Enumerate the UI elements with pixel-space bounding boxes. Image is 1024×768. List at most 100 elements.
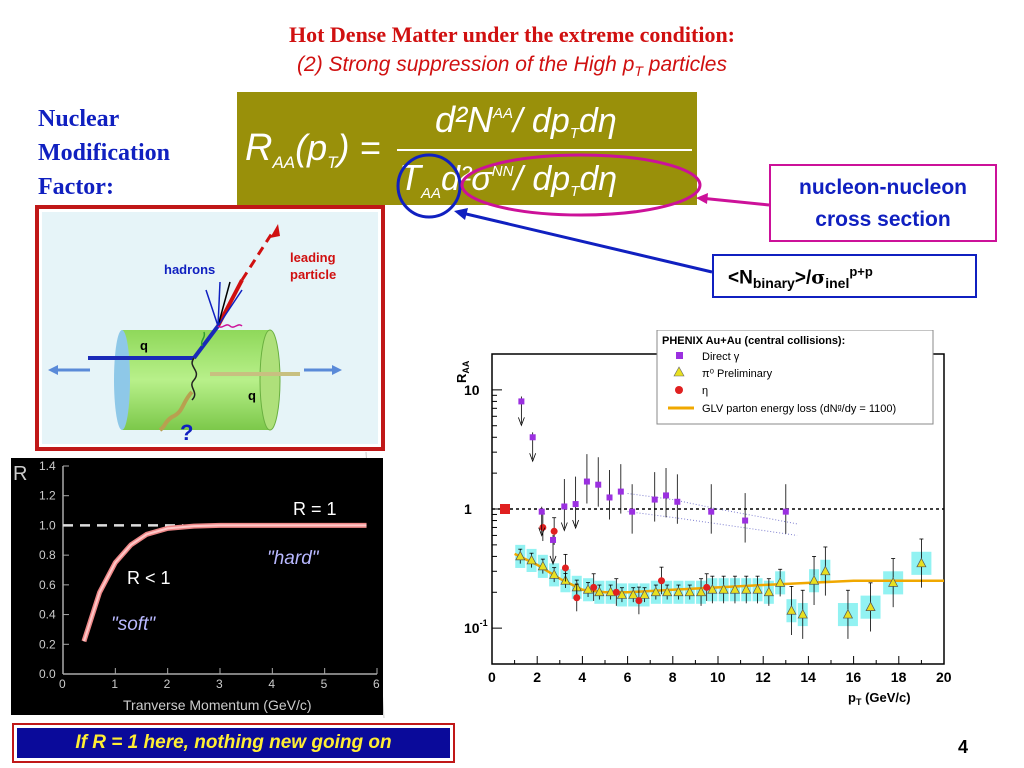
direct-gamma-upper-limit-arrow bbox=[538, 527, 546, 537]
page-number: 4 bbox=[958, 737, 969, 757]
raa-ylabel: RAA bbox=[454, 360, 471, 383]
leading-label-2: particle bbox=[290, 267, 336, 282]
r-chart-svg: R Tranverse Momentum (GeV/c) R = 1 R < 1… bbox=[13, 459, 380, 713]
eta-point bbox=[590, 583, 598, 591]
r-vs-pt-chart: R Tranverse Momentum (GeV/c) R = 1 R < 1… bbox=[11, 458, 383, 715]
cylinder-right-cap bbox=[259, 329, 281, 431]
eta-point bbox=[573, 594, 581, 602]
pi0-point bbox=[763, 586, 774, 597]
leading-arrowhead bbox=[270, 224, 280, 238]
direct-gamma-point bbox=[617, 488, 624, 495]
pi0-point bbox=[808, 574, 820, 585]
raa-marks: 0 2 4 6 8 10 12 14 16 18 20 10 1 10-1 bbox=[464, 382, 952, 685]
beam-left-arrowhead bbox=[48, 365, 58, 375]
legend-label-glv: GLV parton energy loss (dNᵍ/dy = 1100) bbox=[702, 403, 896, 415]
nmf-label: Nuclear Modification Factor: bbox=[38, 102, 170, 204]
pi0-point bbox=[673, 586, 684, 597]
raa-x-tick-label: 6 bbox=[624, 669, 632, 685]
raa-x-tick-label: 2 bbox=[533, 669, 541, 685]
eta-point bbox=[658, 577, 665, 585]
r-eq-1-label: R = 1 bbox=[293, 499, 337, 519]
raa-x-tick-label: 4 bbox=[578, 669, 586, 685]
legend-title: PHENIX Au+Au (central collisions): bbox=[662, 335, 845, 347]
raa-x-tick-label: 8 bbox=[669, 669, 677, 685]
raa-x-tick-label: 0 bbox=[488, 669, 496, 685]
raa-x-tick-label: 12 bbox=[755, 669, 771, 685]
pi0-point bbox=[729, 584, 741, 594]
eta-point bbox=[550, 527, 558, 535]
r-y-tick-label: 1.0 bbox=[39, 518, 56, 532]
nbinary-mid: >/ bbox=[794, 267, 812, 289]
hadron-track-3 bbox=[217, 289, 243, 327]
direct-gamma-model-upper bbox=[627, 492, 798, 525]
r-y-tick-label: 0.6 bbox=[39, 578, 56, 592]
direct-gamma-point bbox=[572, 501, 579, 508]
raa-y-tick-label: 1 bbox=[464, 501, 472, 517]
eta-point bbox=[703, 583, 711, 591]
eta-point bbox=[612, 588, 620, 596]
direct-gamma-point bbox=[606, 494, 613, 501]
nbinary-sigma: σ bbox=[811, 266, 826, 289]
bottom-note-box: If R = 1 here, nothing new going on bbox=[12, 723, 455, 763]
nmf-line-1: Nuclear bbox=[38, 106, 120, 132]
pi0-point bbox=[707, 584, 718, 594]
pi0-point bbox=[752, 584, 763, 594]
pi0-point bbox=[888, 577, 899, 587]
direct-gamma-upper-limit-arrow bbox=[560, 522, 568, 532]
formula-denominator: TAAd²σNN/ dpTdη bbox=[399, 157, 617, 202]
direct-gamma-upper-limit-arrow bbox=[549, 555, 557, 566]
pi0-point bbox=[582, 584, 594, 594]
taa-circle bbox=[396, 153, 462, 219]
emission-green bbox=[200, 331, 206, 347]
nmf-line-3: Factor: bbox=[38, 174, 114, 200]
leading-particle-track bbox=[216, 279, 244, 327]
quark-outgoing bbox=[192, 324, 220, 360]
direct-gamma-point bbox=[782, 508, 789, 515]
eta-point bbox=[561, 564, 569, 572]
nbinary-callout: <Nbinary>/σinelp+p bbox=[712, 254, 977, 298]
subtitle-prefix: (2) Strong suppression of the High p bbox=[297, 53, 635, 76]
pi0-point bbox=[797, 608, 808, 619]
pi0-point bbox=[662, 586, 673, 597]
direct-gamma-point bbox=[708, 508, 715, 515]
eta-point bbox=[539, 523, 547, 531]
pi0-point bbox=[537, 560, 548, 571]
nbinary-sub: binary bbox=[752, 275, 795, 292]
nn-arrow bbox=[699, 196, 770, 207]
raa-x-tick-label: 16 bbox=[846, 669, 862, 685]
direct-gamma-upper-limit-arrow bbox=[518, 417, 525, 427]
pi0-point bbox=[616, 589, 628, 599]
hadron-track-2 bbox=[217, 281, 221, 327]
direct-gamma-point bbox=[550, 536, 557, 543]
pi0-point bbox=[639, 589, 650, 599]
formula-numerator: d²NAA/ dpTdη bbox=[435, 99, 617, 142]
beam-right-arrowhead bbox=[332, 365, 342, 375]
pi0-point bbox=[526, 554, 537, 565]
raa-x-tick-label: 10 bbox=[710, 669, 726, 685]
glv-curve bbox=[514, 552, 944, 594]
pi0-point bbox=[718, 584, 729, 594]
pi0-point bbox=[741, 584, 752, 594]
r-x-tick-label: 6 bbox=[373, 677, 380, 691]
r-y-tick-label: 0.4 bbox=[39, 608, 56, 622]
hadrons-label: hadrons bbox=[164, 262, 215, 277]
direct-gamma-point bbox=[674, 498, 681, 505]
r-lt-1-label: R < 1 bbox=[127, 568, 171, 588]
direct-gamma-point bbox=[529, 434, 536, 441]
raa-legend: PHENIX Au+Au (central collisions): Direc… bbox=[656, 330, 934, 425]
raa-x-tick-label: 14 bbox=[800, 669, 816, 685]
r-y-tick-label: 0.0 bbox=[39, 667, 56, 681]
hadron-track-1 bbox=[217, 281, 231, 327]
nbinary-sub2: inel bbox=[825, 275, 850, 292]
formula-lhs: RAA(pT) = bbox=[245, 127, 381, 172]
raa-y-tick-label: 10 bbox=[464, 382, 480, 398]
subtitle-sub: T bbox=[634, 63, 643, 80]
pi0-point bbox=[549, 569, 560, 579]
direct-gamma-upper-limit-arrow bbox=[572, 519, 579, 530]
legend-marker-eta bbox=[675, 386, 683, 394]
r-chart-ylabel: R bbox=[13, 463, 27, 485]
r-x-tick-label: 1 bbox=[111, 677, 118, 691]
r-x-tick-label: 0 bbox=[59, 677, 66, 691]
formula-svg: RAA(pT) = d²NAA/ dpTdη TAAd²σNN/ dpTdη bbox=[245, 99, 692, 202]
sigma-ellipse bbox=[460, 153, 702, 217]
